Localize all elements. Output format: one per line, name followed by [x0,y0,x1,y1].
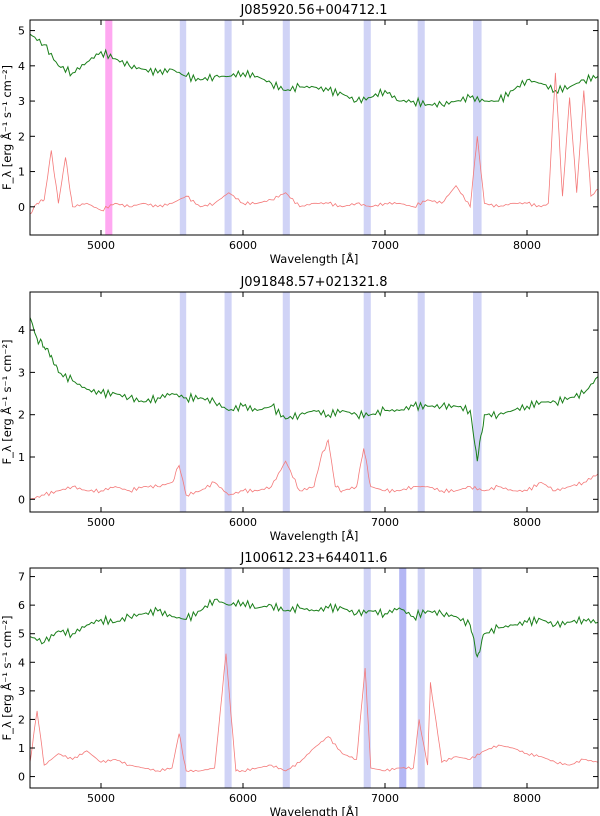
shaded-band [417,20,425,235]
series-sky [30,438,598,500]
y-tick-label: 1 [18,451,25,464]
shaded-band [224,20,232,235]
x-tick-label: 7000 [371,516,399,529]
chart-panel-2: 5000 6000 7000 8000 0 1 2 3 4 J091848.57+021321.8… [0,275,599,543]
y-tick-label: 4 [18,656,25,669]
y-tick-label: 1 [18,166,25,179]
series-spectrum [30,317,598,462]
shaded-band [363,568,371,788]
shaded-band [282,568,290,788]
series-sky [30,653,598,773]
y-tick-label: 5 [18,628,25,641]
axes-frame [29,291,599,513]
y-tick-label: 5 [18,25,25,38]
y-tick-label: 0 [18,493,25,506]
y-tick-label: 7 [18,571,25,584]
shaded-band [473,20,482,235]
shaded-band [417,292,425,512]
y-axis-label: F_λ [erg Å⁻¹ s⁻¹ cm⁻²] [0,615,14,740]
shaded-band [363,292,371,512]
shaded-band [473,568,482,788]
x-axis-label: Wavelength [Å] [270,804,359,816]
shaded-band [282,20,290,235]
shaded-band [105,20,113,235]
chart-title: J100612.23+644011.6 [239,551,387,566]
plot-area [30,20,598,235]
axes-frame [29,567,599,789]
x-tick-label: 7000 [371,239,399,252]
y-tick-label: 3 [18,95,25,108]
y-tick-label: 0 [18,201,25,214]
y-tick-label: 2 [18,409,25,422]
plot-area [30,568,598,788]
plot-area [30,292,598,512]
x-tick-label: 5000 [87,792,115,805]
shaded-band [399,568,407,788]
shaded-band [179,568,187,788]
y-tick-label: 2 [18,713,25,726]
x-tick-label: 8000 [513,516,541,529]
y-tick-label: 2 [18,130,25,143]
x-tick-label: 6000 [229,239,257,252]
y-tick-label: 6 [18,599,25,612]
y-tick-label: 3 [18,366,25,379]
x-axis-label: Wavelength [Å] [270,528,359,543]
x-tick-label: 5000 [87,516,115,529]
chart-panel-1: 5000 6000 7000 8000 0 1 2 3 4 5 J085920.56+004712.… [0,3,599,266]
x-axis-label: Wavelength [Å] [270,251,359,266]
y-tick-label: 4 [18,324,25,337]
x-tick-label: 6000 [229,516,257,529]
shaded-band [473,292,482,512]
shaded-band [179,292,187,512]
shaded-band [224,292,232,512]
y-axis-label: F_λ [erg Å⁻¹ s⁻¹ cm⁻²] [0,65,14,190]
y-tick-label: 0 [18,771,25,784]
x-tick-label: 8000 [513,792,541,805]
series-spectrum [30,33,598,108]
chart-panel-3: 5000 6000 7000 8000 0 1 2 3 4 5 6 7 J100612.23+64401… [0,551,599,816]
y-tick-label: 4 [18,60,25,73]
y-axis-label: F_λ [erg Å⁻¹ s⁻¹ cm⁻²] [0,339,14,464]
series-spectrum [30,598,598,658]
series-sky [30,72,598,215]
shaded-band [417,568,425,788]
shaded-band [179,20,187,235]
chart-title: J085920.56+004712.1 [239,3,387,18]
x-tick-label: 7000 [371,792,399,805]
y-tick-label: 3 [18,685,25,698]
x-tick-label: 5000 [87,239,115,252]
y-tick-label: 1 [18,742,25,755]
chart-title: J091848.57+021321.8 [239,275,387,290]
axes-frame [29,19,599,236]
x-tick-label: 6000 [229,792,257,805]
shaded-band [282,292,290,512]
x-tick-label: 8000 [513,239,541,252]
shaded-band [363,20,371,235]
